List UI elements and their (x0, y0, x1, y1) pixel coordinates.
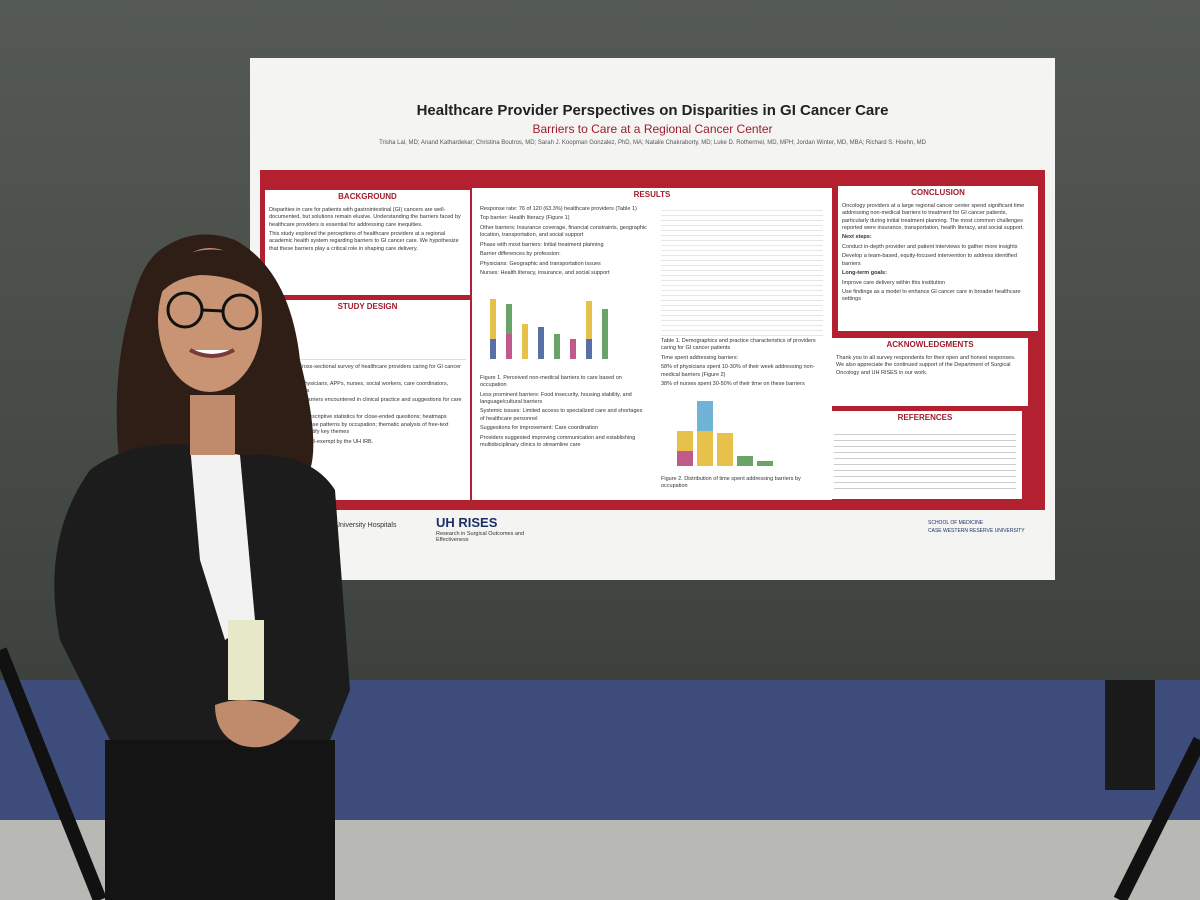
text: Time spent addressing barriers: (661, 354, 739, 361)
text: Suggestions for improvement: Care coordi… (480, 425, 599, 432)
text: 38% of nurses spent 30-50% of their time… (661, 381, 805, 388)
logo-rises-sub: Research in Surgical Outcomes and Effect… (436, 531, 525, 543)
heading: CONCLUSION (838, 186, 1038, 201)
results-right: Table 1. Demographics and practice chara… (657, 204, 827, 493)
caption: Figure 1. Perceived non-medical barriers… (480, 374, 622, 389)
bars (490, 299, 608, 360)
acknowledgments-box: ACKNOWLEDGMENTS Thank you to all survey … (832, 338, 1028, 406)
text: Improve care delivery within this instit… (842, 279, 946, 286)
poster: Healthcare Provider Perspectives on Disp… (250, 58, 1055, 580)
text: Physicians: Geographic and transportatio… (480, 260, 601, 267)
text: Systemic issues: Limited access to speci… (480, 408, 643, 422)
figure-2 (677, 400, 773, 466)
text: Thank you to all survey respondents for … (836, 354, 1016, 376)
text: Long-term goals: (842, 270, 887, 277)
text: Other barriers: Insurance coverage, fina… (480, 224, 647, 239)
text: Study deemed IRB-exempt by the UH IRB. (269, 438, 374, 445)
text: Phase with most barriers: Initial treatm… (480, 241, 604, 248)
icon-row (269, 319, 466, 360)
poster-subtitle: Barriers to Care at a Regional Cancer Ce… (532, 122, 773, 136)
authors: Trisha Lal, MD; Anand Kathardekar; Chris… (379, 140, 926, 146)
text: Conduct in-depth provider and patient in… (842, 243, 1018, 250)
heading: BACKGROUND (265, 190, 470, 205)
text: 58% of physicians spent 10-30% of their … (661, 364, 815, 378)
results-left: Response rate: 76 of 120 (63.3%) healthc… (476, 204, 651, 452)
text: Disparities in care for patients with ga… (269, 206, 461, 228)
figure-1 (490, 299, 608, 360)
table-1 (661, 206, 823, 336)
text: Response rate: 76 of 120 (63.3%) healthc… (480, 206, 637, 212)
heading: ACKNOWLEDGMENTS (832, 338, 1028, 353)
reference-lines (834, 428, 1016, 489)
poster-title: Healthcare Provider Perspectives on Disp… (416, 102, 889, 119)
results-box: RESULTS Response rate: 76 of 120 (63.3%)… (472, 188, 832, 500)
heading: REFERENCES (828, 411, 1022, 426)
references-box: REFERENCES (828, 411, 1022, 499)
logo-school: SCHOOL OF MEDICINE (928, 520, 984, 526)
text: Oncology providers at a large regional c… (842, 202, 1025, 232)
caption: Table 1. Demographics and practice chara… (661, 338, 816, 352)
person-leg-right (1105, 680, 1155, 790)
text: Develop a team-based, equity-focused int… (842, 253, 1017, 267)
text: Next steps: (842, 234, 872, 241)
logo-rises: UH RISES (436, 515, 498, 530)
text: Use findings as a model to enhance GI ca… (842, 289, 1021, 303)
logo-university: CASE WESTERN RESERVE UNIVERSITY (928, 528, 1025, 534)
text: Providers suggested improving communicat… (480, 434, 636, 449)
text: Less prominent barriers: Food insecurity… (480, 391, 632, 406)
text: Top barrier: Health literacy (Figure 1) (480, 215, 570, 222)
person (54, 234, 351, 900)
text: Barrier differences by profession: (480, 251, 561, 258)
easel-legs (0, 647, 1200, 900)
text: This study explored the perceptions of h… (269, 231, 459, 252)
text: Nurses: Health literacy, insurance, and … (480, 269, 610, 276)
heading: RESULTS (472, 188, 832, 203)
logo-hospital: University Hospitals (335, 522, 397, 529)
background-box: BACKGROUND Disparities in care for patie… (265, 190, 470, 295)
caption: Figure 2. Distribution of time spent add… (661, 475, 801, 490)
heading: STUDY DESIGN (265, 300, 470, 315)
conclusion-box: CONCLUSION Oncology providers at a large… (838, 186, 1038, 331)
